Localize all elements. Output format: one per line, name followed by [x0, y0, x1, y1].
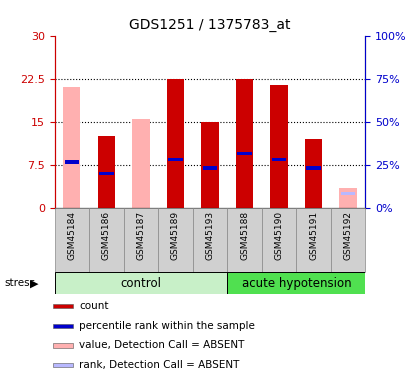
Bar [123, 208, 158, 272]
Bar [331, 208, 365, 272]
Bar [158, 208, 193, 272]
Bar [53, 343, 74, 348]
Bar [167, 79, 184, 208]
Text: GSM45193: GSM45193 [205, 211, 215, 260]
Title: GDS1251 / 1375783_at: GDS1251 / 1375783_at [129, 18, 291, 32]
Bar [53, 363, 74, 368]
Bar [53, 304, 74, 308]
Bar [99, 172, 114, 176]
Text: percentile rank within the sample: percentile rank within the sample [79, 321, 255, 331]
Text: acute hypotension: acute hypotension [241, 277, 351, 290]
Bar [237, 152, 252, 155]
Bar [341, 192, 355, 195]
Bar [63, 87, 81, 208]
Bar [306, 166, 321, 170]
Bar [305, 139, 322, 208]
Text: count: count [79, 301, 108, 311]
Bar [339, 188, 357, 208]
Bar [132, 119, 150, 208]
Text: GSM45192: GSM45192 [344, 211, 353, 260]
Bar [270, 84, 288, 208]
Bar [203, 166, 217, 170]
Bar [65, 160, 79, 164]
Bar [297, 208, 331, 272]
Bar [89, 208, 123, 272]
Bar [98, 136, 115, 208]
Text: GSM45184: GSM45184 [67, 211, 76, 260]
Text: stress: stress [4, 279, 35, 288]
Bar [193, 208, 227, 272]
Bar [55, 208, 89, 272]
Bar [168, 158, 183, 161]
Bar [262, 208, 297, 272]
Bar [227, 272, 365, 294]
Text: value, Detection Call = ABSENT: value, Detection Call = ABSENT [79, 340, 244, 351]
Text: GSM45191: GSM45191 [309, 211, 318, 260]
Bar [236, 79, 253, 208]
Text: GSM45189: GSM45189 [171, 211, 180, 260]
Bar [201, 122, 219, 208]
Text: control: control [121, 277, 161, 290]
Text: GSM45186: GSM45186 [102, 211, 111, 260]
Text: GSM45190: GSM45190 [275, 211, 284, 260]
Bar [272, 158, 286, 161]
Bar [55, 272, 227, 294]
Bar [227, 208, 262, 272]
Text: GSM45187: GSM45187 [136, 211, 145, 260]
Text: rank, Detection Call = ABSENT: rank, Detection Call = ABSENT [79, 360, 239, 370]
Bar [53, 324, 74, 328]
Text: GSM45188: GSM45188 [240, 211, 249, 260]
Text: ▶: ▶ [30, 279, 39, 288]
